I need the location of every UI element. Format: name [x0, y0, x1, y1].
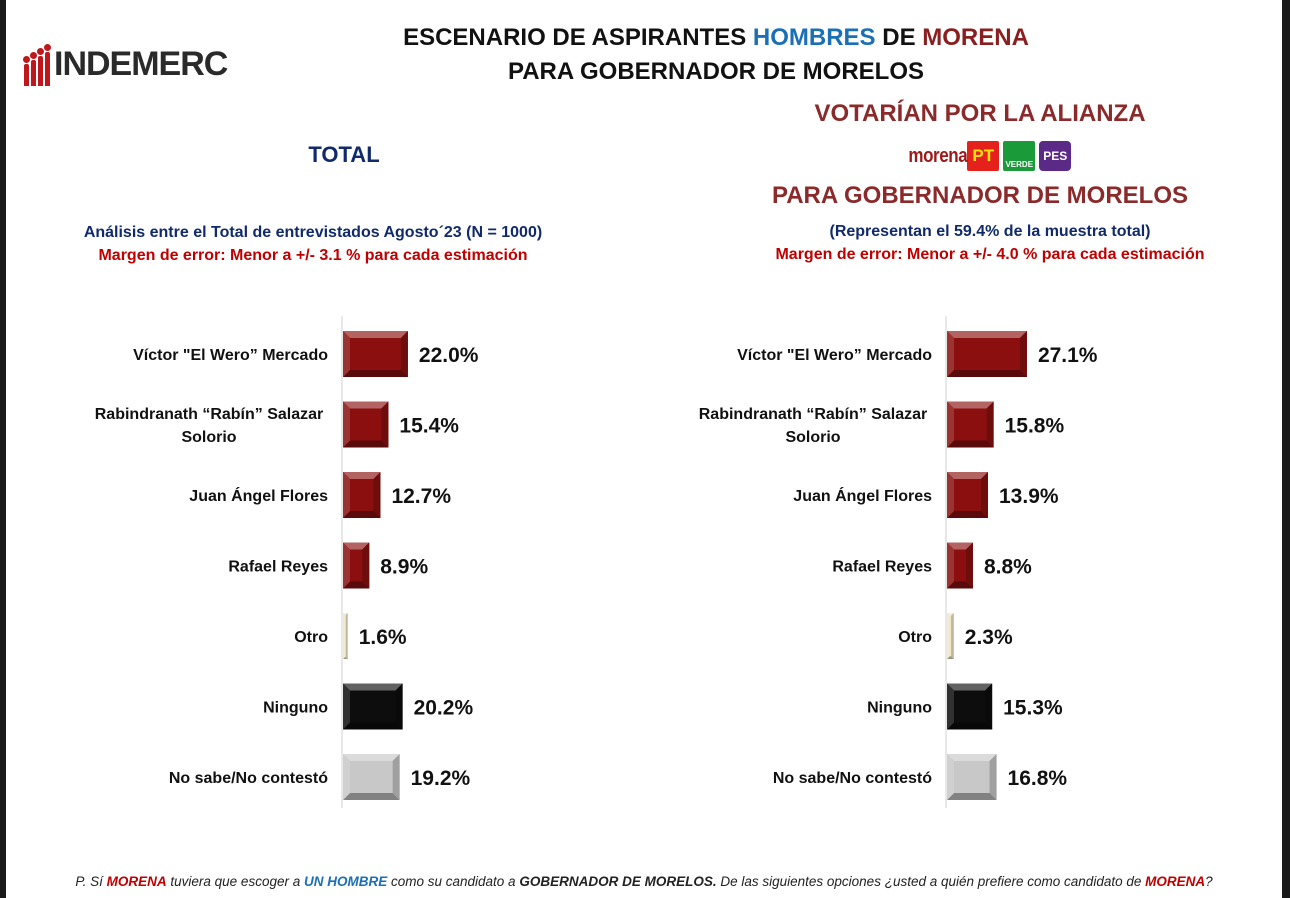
value-label: 2.3% [965, 626, 1013, 649]
value-label: 12.7% [391, 485, 451, 508]
category-label: Ninguno [867, 700, 932, 717]
category-label: Víctor "El Wero” Mercado [133, 347, 328, 364]
logo-text: INDEMERC [54, 44, 228, 83]
value-label: 15.8% [1005, 415, 1065, 438]
logo-bars-icon [23, 42, 52, 86]
bar [343, 613, 348, 659]
value-label: 15.4% [399, 415, 459, 438]
slide: INDEMERC ESCENARIO DE ASPIRANTES HOMBRES… [6, 0, 1282, 898]
category-label: Rabindranath “Rabín” Salazar Solorio [95, 406, 324, 446]
pes-logo: PES [1039, 141, 1072, 171]
bar [947, 472, 989, 518]
bar [947, 542, 973, 589]
value-label: 13.9% [999, 485, 1059, 508]
left-margin: Margen de error: Menor a +/- 3.1 % para … [98, 247, 528, 264]
value-label: 8.9% [380, 556, 428, 579]
verde-logo: VERDE [1003, 141, 1036, 171]
value-label: 20.2% [414, 697, 474, 720]
category-label: Rafael Reyes [832, 559, 932, 576]
bar [343, 331, 408, 377]
bar [343, 754, 400, 800]
right-subheading: PARA GOBERNADOR DE MORELOS [771, 182, 1188, 209]
category-label: Juan Ángel Flores [793, 486, 932, 505]
bar [343, 542, 370, 589]
category-label: No sabe/No contestó [169, 770, 328, 787]
category-label: Otro [294, 629, 328, 646]
right-heading: VOTARÍAN POR LA ALIANZA [814, 100, 1146, 127]
bar [343, 472, 381, 518]
bar [343, 401, 389, 448]
value-label: 22.0% [419, 344, 479, 367]
category-label: Rabindranath “Rabín” Salazar Solorio [699, 406, 928, 446]
alliance-bar-chart: Víctor "El Wero” Mercado 27.1% Rabindranat… [699, 316, 1098, 808]
pt-logo: PT [967, 141, 1000, 171]
value-label: 8.8% [984, 556, 1032, 579]
category-label: Víctor "El Wero” Mercado [737, 347, 932, 364]
total-bar-chart: Víctor "El Wero” Mercado 22.0% Rabindranat… [95, 316, 479, 808]
value-label: 15.3% [1003, 697, 1063, 720]
category-label: No sabe/No contestó [773, 770, 932, 787]
category-label: Rafael Reyes [228, 559, 328, 576]
value-label: 16.8% [1008, 767, 1068, 790]
indemerc-logo: INDEMERC [23, 28, 252, 100]
main-title-line2: PARA GOBERNADOR DE MORELOS [507, 58, 924, 85]
main-title-line1: ESCENARIO DE ASPIRANTES HOMBRES DE MOREN… [403, 24, 1029, 51]
right-margin: Margen de error: Menor a +/- 4.0 % para … [775, 246, 1205, 263]
value-label: 1.6% [359, 626, 407, 649]
value-label: 27.1% [1038, 344, 1098, 367]
bar [343, 683, 403, 730]
category-label: Otro [898, 629, 932, 646]
category-label: Ninguno [263, 700, 328, 717]
bar [947, 683, 993, 730]
morena-logo: morena [908, 144, 968, 167]
alliance-logos: morena PT VERDE PES [898, 140, 1072, 172]
right-sample-note: (Representan el 59.4% de la muestra tota… [829, 223, 1151, 240]
bar [947, 331, 1027, 377]
left-analysis: Análisis entre el Total de entrevistados… [83, 224, 543, 241]
bar [947, 754, 997, 800]
bar [947, 613, 954, 659]
left-heading: TOTAL [308, 142, 380, 167]
value-label: 19.2% [411, 767, 471, 790]
category-label: Juan Ángel Flores [189, 486, 328, 505]
bar [947, 401, 994, 448]
survey-question: P. Sí MORENA tuviera que escoger a UN HO… [75, 874, 1213, 889]
